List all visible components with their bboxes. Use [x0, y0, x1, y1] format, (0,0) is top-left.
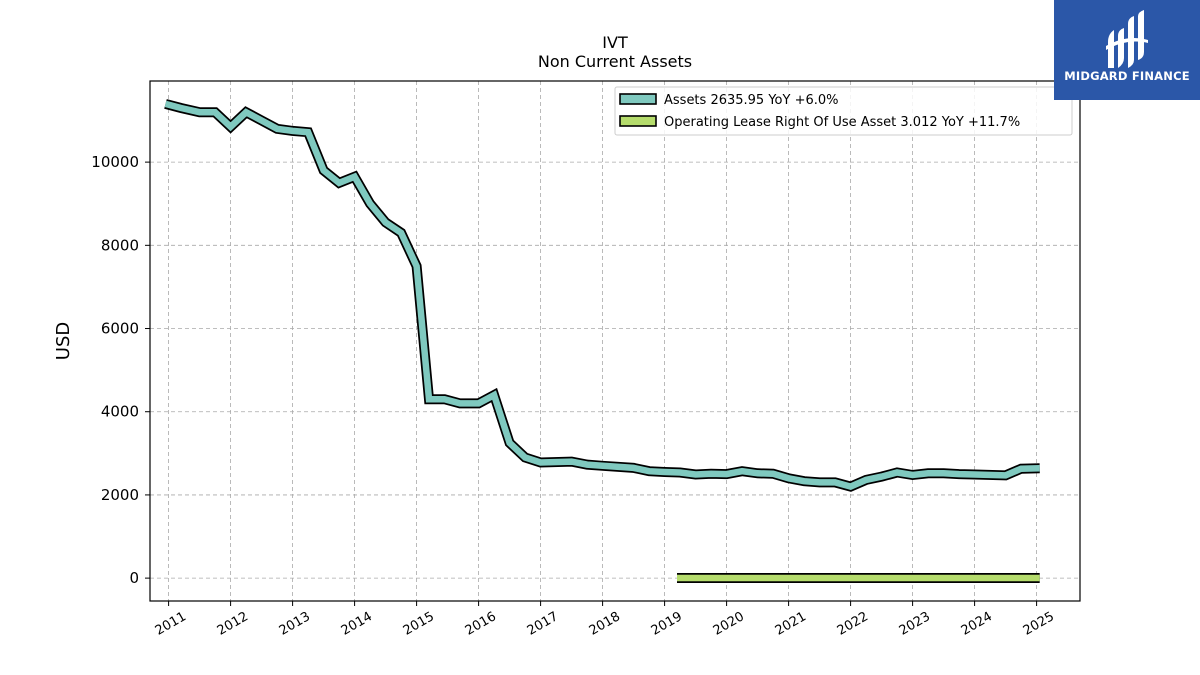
x-tick-label: 2024 — [959, 609, 995, 639]
y-tick-label: 0 — [129, 569, 139, 587]
y-tick-label: 10000 — [91, 153, 139, 171]
y-axis-label: USD — [53, 322, 74, 360]
x-tick-label: 2017 — [525, 609, 561, 639]
midgard-logo-icon — [1106, 10, 1148, 68]
x-tick-label: 2014 — [339, 609, 375, 639]
legend: Assets 2635.95 YoY +6.0% Operating Lease… — [614, 86, 1073, 136]
legend-swatch-operating-lease — [619, 115, 657, 127]
chart-title: IVT — [602, 33, 628, 52]
y-tick-label: 8000 — [101, 236, 139, 254]
y-tick-label: 4000 — [101, 403, 139, 421]
x-tick-label: 2013 — [277, 609, 313, 639]
legend-box — [614, 86, 1073, 136]
x-tick-label: 2025 — [1021, 609, 1057, 639]
legend-swatch-assets — [619, 93, 657, 105]
x-tick-label: 2012 — [215, 609, 251, 639]
chart-subtitle: Non Current Assets — [538, 52, 692, 71]
x-tick-label: 2022 — [835, 609, 871, 639]
x-tick-label: 2023 — [897, 609, 933, 639]
y-tick-label: 2000 — [101, 486, 139, 504]
x-tick-label: 2018 — [587, 609, 623, 639]
brand-logo: MIDGARD FINANCE — [1054, 0, 1200, 100]
legend-label-operating-lease: Operating Lease Right Of Use Asset 3.012… — [664, 115, 1020, 130]
grid — [150, 81, 1080, 601]
x-tick-label: 2021 — [773, 609, 809, 639]
x-tick-label: 2019 — [649, 609, 685, 639]
series-layer — [164, 99, 1040, 583]
x-tick-label: 2015 — [401, 609, 437, 639]
logo-text: MIDGARD FINANCE — [1064, 69, 1190, 83]
x-tick-label: 2016 — [463, 609, 499, 639]
x-tick-label: 2020 — [711, 609, 747, 639]
x-tick-label: 2011 — [153, 609, 189, 639]
legend-label-assets: Assets 2635.95 YoY +6.0% — [664, 93, 839, 108]
y-tick-label: 6000 — [101, 320, 139, 338]
plot-frame — [149, 80, 1081, 602]
series-line — [164, 100, 1040, 491]
axes: 0 2000 4000 6000 8000 10000 2011 2012 2013 2014 20… — [91, 153, 1057, 639]
series-0 — [164, 99, 1040, 492]
